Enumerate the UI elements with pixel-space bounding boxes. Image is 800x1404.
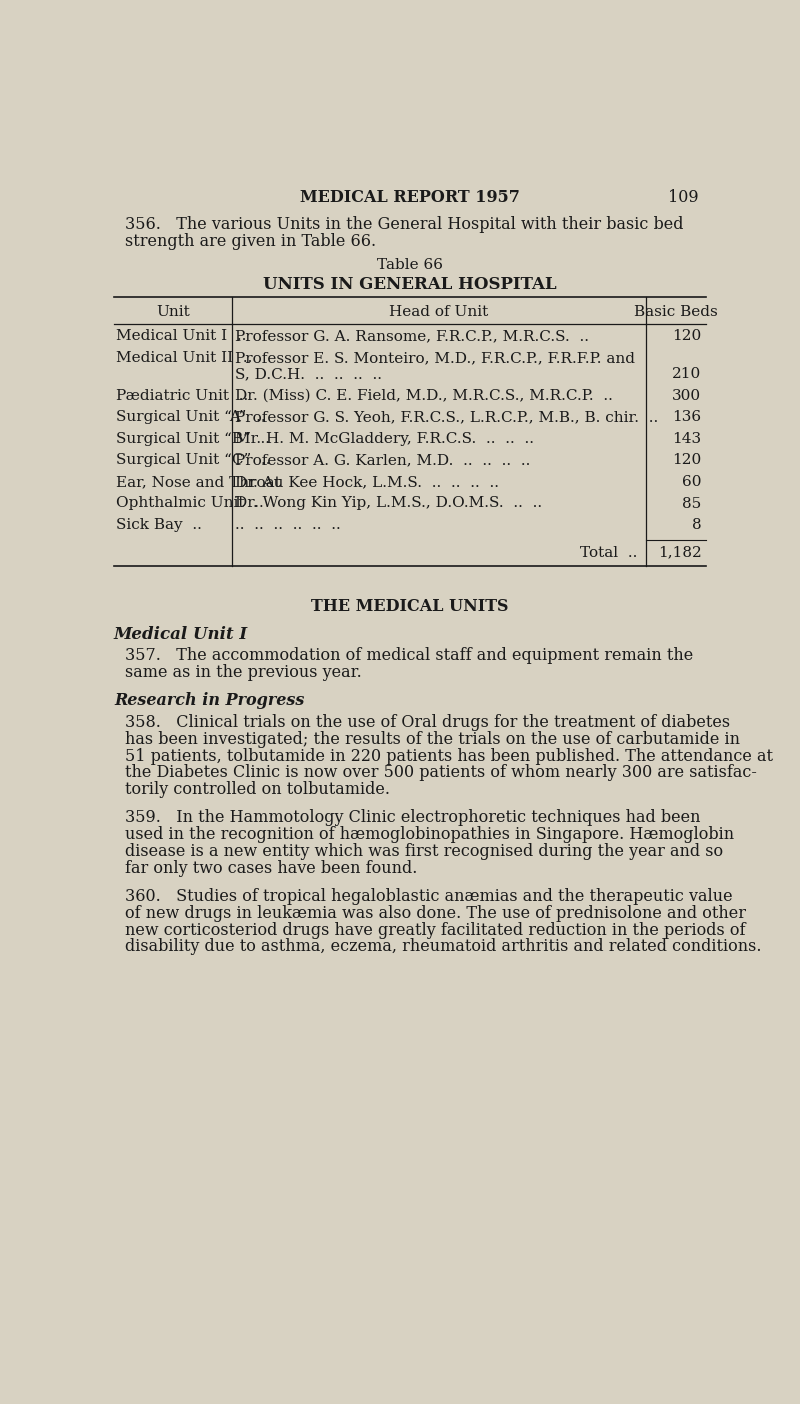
Text: far only two cases have been found.: far only two cases have been found. <box>125 859 417 878</box>
Text: 1,182: 1,182 <box>658 546 702 560</box>
Text: Professor E. S. Monteiro, M.D., F.R.C.P., F.R.F.P. and: Professor E. S. Monteiro, M.D., F.R.C.P.… <box>235 351 635 365</box>
Text: 120: 120 <box>672 453 702 468</box>
Text: Ear, Nose and Throat: Ear, Nose and Throat <box>116 475 281 489</box>
Text: has been investigated; the results of the trials on the use of carbutamide in: has been investigated; the results of th… <box>125 730 740 747</box>
Text: 136: 136 <box>672 410 702 424</box>
Text: Head of Unit: Head of Unit <box>389 305 488 319</box>
Text: 109: 109 <box>668 188 698 205</box>
Text: 51 patients, tolbutamide in 220 patients has been published. The attendance at: 51 patients, tolbutamide in 220 patients… <box>125 747 773 765</box>
Text: Surgical Unit “A”  ..: Surgical Unit “A” .. <box>116 410 266 424</box>
Text: Professor G. S. Yeoh, F.R.C.S., L.R.C.P., M.B., B. chir.  ..: Professor G. S. Yeoh, F.R.C.S., L.R.C.P.… <box>235 410 658 424</box>
Text: Pædiatric Unit  ..: Pædiatric Unit .. <box>116 389 249 403</box>
Text: disease is a new entity which was first recognised during the year and so: disease is a new entity which was first … <box>125 842 723 861</box>
Text: 143: 143 <box>672 432 702 446</box>
Text: 356.   The various Units in the General Hospital with their basic bed: 356. The various Units in the General Ho… <box>125 216 683 233</box>
Text: of new drugs in leukæmia was also done. The use of prednisolone and other: of new drugs in leukæmia was also done. … <box>125 904 746 921</box>
Text: UNITS IN GENERAL HOSPITAL: UNITS IN GENERAL HOSPITAL <box>263 277 557 293</box>
Text: Dr. Au Kee Hock, L.M.S.  ..  ..  ..  ..: Dr. Au Kee Hock, L.M.S. .. .. .. .. <box>235 475 499 489</box>
Text: Dr. (Miss) C. E. Field, M.D., M.R.C.S., M.R.C.P.  ..: Dr. (Miss) C. E. Field, M.D., M.R.C.S., … <box>235 389 613 403</box>
Text: Table 66: Table 66 <box>377 258 443 272</box>
Text: Surgical Unit “B”  ..: Surgical Unit “B” .. <box>116 432 270 446</box>
Text: 210: 210 <box>672 366 702 380</box>
Text: Medical Unit I  ..: Medical Unit I .. <box>116 330 246 344</box>
Text: Sick Bay  ..: Sick Bay .. <box>116 518 202 532</box>
Text: Research in Progress: Research in Progress <box>114 692 304 709</box>
Text: THE MEDICAL UNITS: THE MEDICAL UNITS <box>311 598 509 615</box>
Text: Dr. Wong Kin Yip, L.M.S., D.O.M.S.  ..  ..: Dr. Wong Kin Yip, L.M.S., D.O.M.S. .. .. <box>235 497 542 511</box>
Text: Basic Beds: Basic Beds <box>634 305 718 319</box>
Text: Surgical Unit “C”  ..: Surgical Unit “C” .. <box>116 453 270 468</box>
Text: S, D.C.H.  ..  ..  ..  ..: S, D.C.H. .. .. .. .. <box>235 366 382 380</box>
Text: 300: 300 <box>672 389 702 403</box>
Text: disability due to asthma, eczema, rheumatoid arthritis and related conditions.: disability due to asthma, eczema, rheuma… <box>125 938 762 956</box>
Text: 357.   The accommodation of medical staff and equipment remain the: 357. The accommodation of medical staff … <box>125 647 693 664</box>
Text: 60: 60 <box>682 475 702 489</box>
Text: 360.   Studies of tropical hegaloblastic anæmias and the therapeutic value: 360. Studies of tropical hegaloblastic a… <box>125 887 733 904</box>
Text: 120: 120 <box>672 330 702 344</box>
Text: strength are given in Table 66.: strength are given in Table 66. <box>125 233 376 250</box>
Text: new corticosteriod drugs have greatly facilitated reduction in the periods of: new corticosteriod drugs have greatly fa… <box>125 921 746 938</box>
Text: Professor A. G. Karlen, M.D.  ..  ..  ..  ..: Professor A. G. Karlen, M.D. .. .. .. .. <box>235 453 530 468</box>
Text: used in the recognition of hæmoglobinopathies in Singapore. Hæmoglobin: used in the recognition of hæmoglobinopa… <box>125 826 734 842</box>
Text: Professor G. A. Ransome, F.R.C.P., M.R.C.S.  ..: Professor G. A. Ransome, F.R.C.P., M.R.C… <box>235 330 589 344</box>
Text: Mr. H. M. McGladdery, F.R.C.S.  ..  ..  ..: Mr. H. M. McGladdery, F.R.C.S. .. .. .. <box>235 432 534 446</box>
Text: the Diabetes Clinic is now over 500 patients of whom nearly 300 are satisfac-: the Diabetes Clinic is now over 500 pati… <box>125 764 757 782</box>
Text: ..  ..  ..  ..  ..  ..: .. .. .. .. .. .. <box>235 518 341 532</box>
Text: Medical Unit II  ..: Medical Unit II .. <box>116 351 253 365</box>
Text: Ophthalmic Unit  ..: Ophthalmic Unit .. <box>116 497 264 511</box>
Text: 358.   Clinical trials on the use of Oral drugs for the treatment of diabetes: 358. Clinical trials on the use of Oral … <box>125 713 730 730</box>
Text: 85: 85 <box>682 497 702 511</box>
Text: 8: 8 <box>692 518 702 532</box>
Text: Unit: Unit <box>156 305 190 319</box>
Text: same as in the previous year.: same as in the previous year. <box>125 664 362 681</box>
Text: Total  ..: Total .. <box>581 546 638 560</box>
Text: 359.   In the Hammotology Clinic electrophoretic techniques had been: 359. In the Hammotology Clinic electroph… <box>125 809 700 826</box>
Text: Medical Unit I: Medical Unit I <box>114 626 248 643</box>
Text: MEDICAL REPORT 1957: MEDICAL REPORT 1957 <box>300 188 520 205</box>
Text: torily controlled on tolbutamide.: torily controlled on tolbutamide. <box>125 782 390 799</box>
